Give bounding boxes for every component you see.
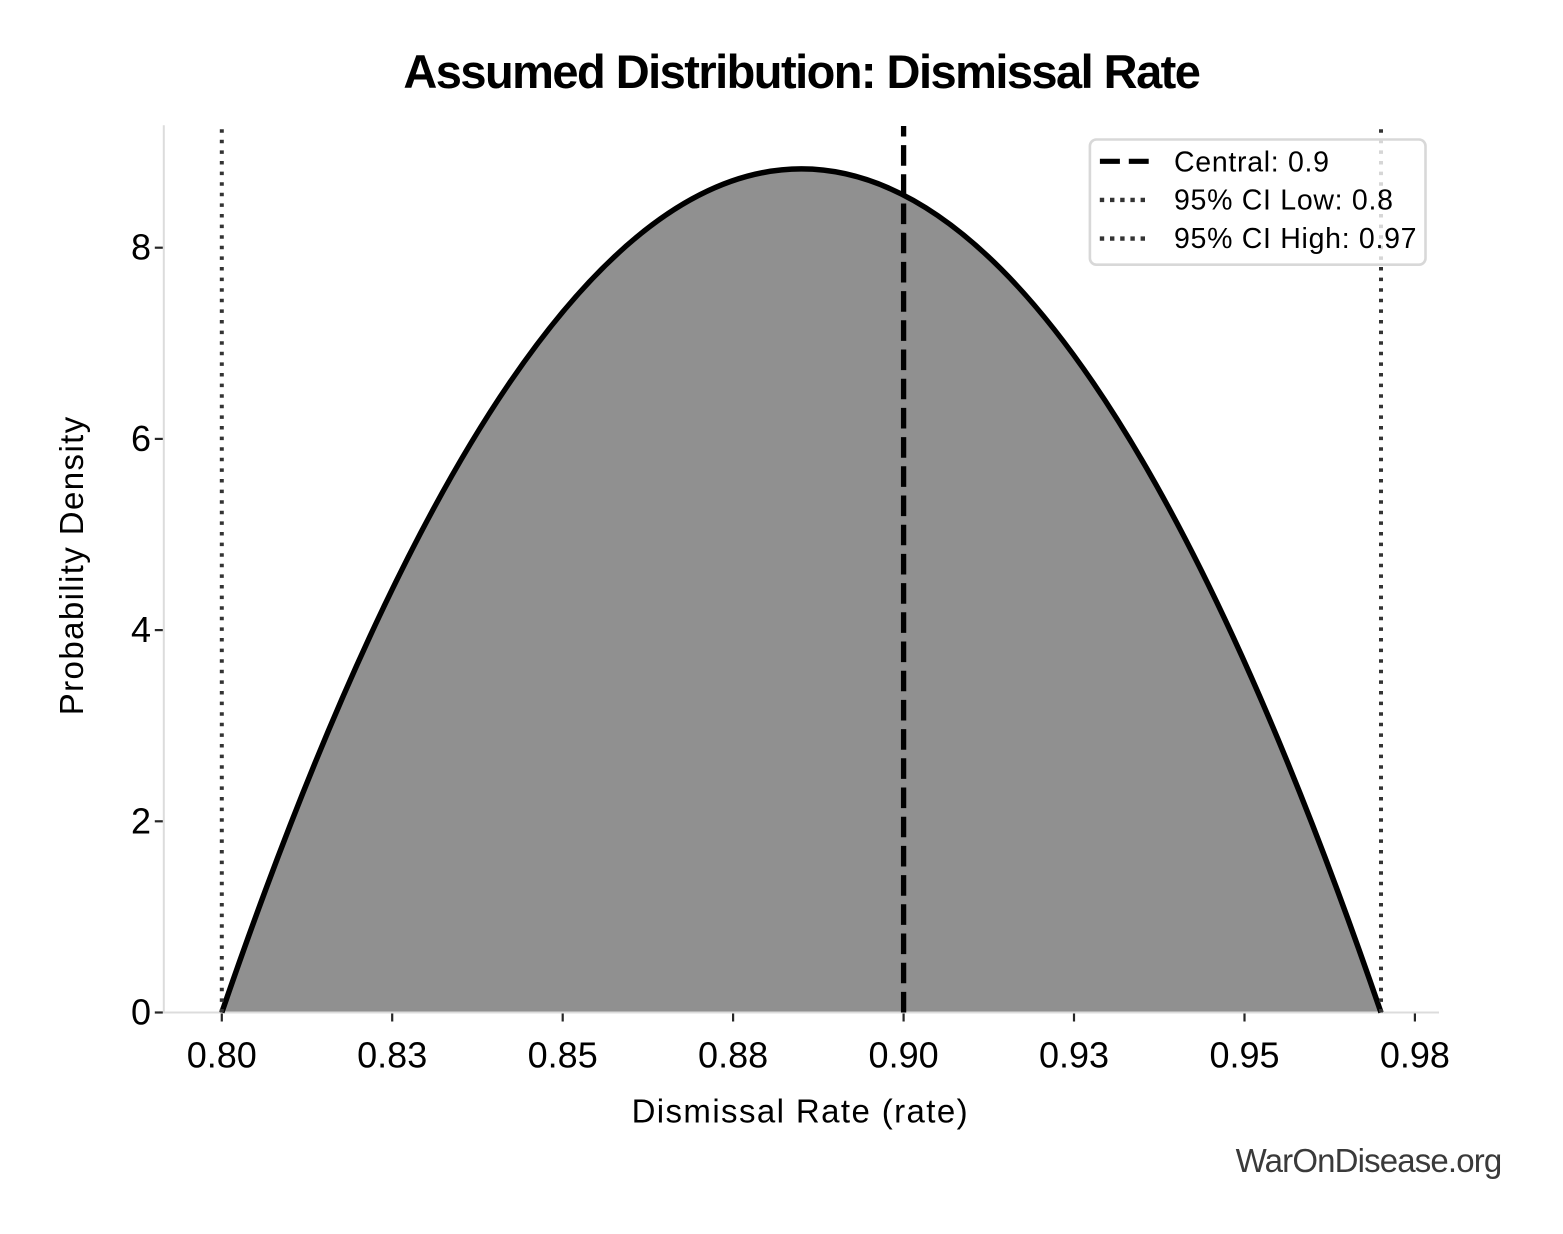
svg-text:95% CI High: 0.97: 95% CI High: 0.97	[1174, 223, 1417, 255]
svg-text:0.80: 0.80	[187, 1035, 257, 1076]
svg-text:0.83: 0.83	[357, 1035, 427, 1076]
svg-text:0.98: 0.98	[1380, 1035, 1450, 1076]
svg-text:0.93: 0.93	[1039, 1035, 1109, 1076]
svg-text:Dismissal Rate (rate): Dismissal Rate (rate)	[632, 1093, 969, 1130]
svg-text:6: 6	[131, 418, 151, 459]
svg-text:95% CI Low: 0.8: 95% CI Low: 0.8	[1174, 185, 1394, 217]
svg-text:Probability Density: Probability Density	[53, 415, 90, 715]
svg-text:0: 0	[131, 992, 151, 1033]
svg-text:8: 8	[131, 227, 151, 268]
svg-text:0.90: 0.90	[869, 1035, 939, 1076]
svg-text:0.95: 0.95	[1209, 1035, 1279, 1076]
svg-text:Assumed Distribution: Dismissa: Assumed Distribution: Dismissal Rate	[403, 45, 1199, 98]
svg-text:Central: 0.9: Central: 0.9	[1174, 146, 1330, 178]
svg-text:4: 4	[131, 609, 151, 650]
svg-text:0.88: 0.88	[698, 1035, 768, 1076]
svg-text:WarOnDisease.org: WarOnDisease.org	[1236, 1142, 1502, 1179]
svg-text:2: 2	[131, 800, 151, 841]
svg-text:0.85: 0.85	[528, 1035, 598, 1076]
